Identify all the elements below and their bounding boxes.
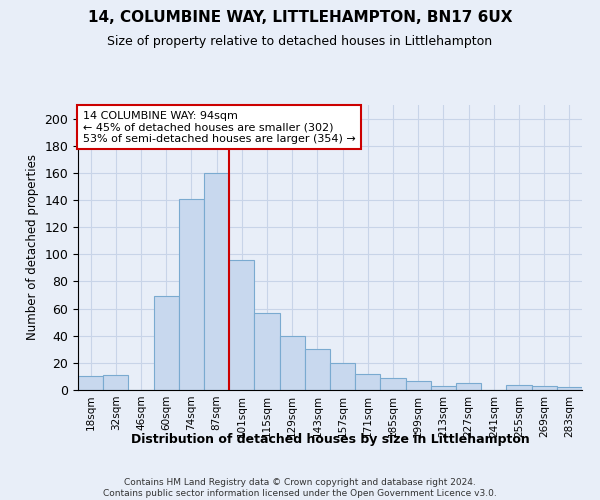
Bar xyxy=(204,173,229,390)
Text: Distribution of detached houses by size in Littlehampton: Distribution of detached houses by size … xyxy=(131,434,529,446)
Bar xyxy=(103,375,128,390)
Bar xyxy=(380,378,406,390)
Bar xyxy=(406,380,431,390)
Bar xyxy=(78,376,103,390)
Bar xyxy=(456,383,481,390)
Bar xyxy=(557,388,582,390)
Text: 14 COLUMBINE WAY: 94sqm
← 45% of detached houses are smaller (302)
53% of semi-d: 14 COLUMBINE WAY: 94sqm ← 45% of detache… xyxy=(83,110,356,144)
Bar xyxy=(154,296,179,390)
Bar xyxy=(506,384,532,390)
Bar xyxy=(280,336,305,390)
Text: Contains HM Land Registry data © Crown copyright and database right 2024.
Contai: Contains HM Land Registry data © Crown c… xyxy=(103,478,497,498)
Text: Size of property relative to detached houses in Littlehampton: Size of property relative to detached ho… xyxy=(107,35,493,48)
Y-axis label: Number of detached properties: Number of detached properties xyxy=(26,154,39,340)
Bar xyxy=(532,386,557,390)
Bar xyxy=(179,198,204,390)
Text: 14, COLUMBINE WAY, LITTLEHAMPTON, BN17 6UX: 14, COLUMBINE WAY, LITTLEHAMPTON, BN17 6… xyxy=(88,10,512,25)
Bar xyxy=(431,386,456,390)
Bar xyxy=(254,312,280,390)
Bar xyxy=(330,363,355,390)
Bar xyxy=(355,374,380,390)
Bar xyxy=(229,260,254,390)
Bar xyxy=(305,350,330,390)
